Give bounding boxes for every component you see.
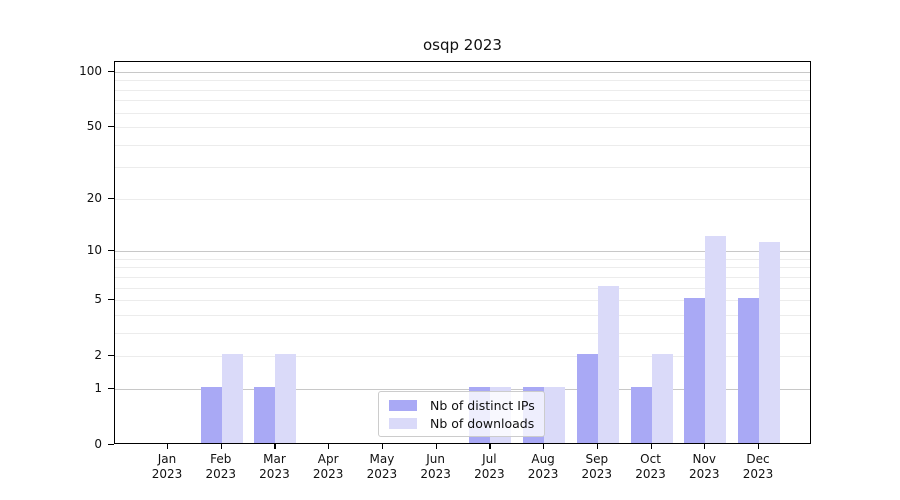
y-tick-mark (108, 126, 114, 128)
bar-downloads (705, 235, 727, 443)
y-tick-mark (108, 250, 114, 252)
gridline-minor (115, 287, 810, 289)
gridline-minor (115, 112, 810, 114)
bar-distinct-ips (684, 298, 706, 443)
legend: Nb of distinct IPs Nb of downloads (378, 391, 545, 437)
x-tick-label: Oct 2023 (635, 452, 666, 481)
gridline-major (115, 388, 810, 390)
bar-downloads (275, 354, 297, 443)
y-tick-label: 50 (86, 119, 102, 134)
x-tick-label: Apr 2023 (312, 452, 344, 481)
x-tick-mark (543, 444, 545, 449)
x-tick-mark (435, 444, 437, 449)
legend-swatch (389, 399, 417, 411)
gridline-minor (115, 167, 810, 169)
y-tick-label: 10 (86, 243, 102, 258)
y-tick-mark (108, 355, 114, 357)
bar-downloads (758, 242, 780, 443)
x-tick-mark (650, 444, 652, 449)
gridline-minor (115, 127, 810, 129)
x-tick-mark (489, 444, 491, 449)
gridline-minor (115, 314, 810, 316)
y-tick-label: 0 (94, 437, 102, 451)
bar-downloads (544, 386, 566, 443)
bar-distinct-ips (630, 386, 652, 443)
gridline-minor (115, 144, 810, 146)
x-tick-label: Mar 2023 (259, 452, 290, 481)
x-tick-label: Jan 2023 (151, 452, 183, 481)
x-tick-label: Feb 2023 (205, 452, 236, 481)
y-tick-mark (108, 197, 114, 200)
y-tick-mark (108, 444, 114, 446)
y-tick-label: 5 (94, 292, 102, 307)
x-tick-mark (167, 444, 169, 449)
y-tick-mark (108, 299, 114, 301)
x-tick-label: Jun 2023 (420, 452, 451, 481)
bar-distinct-ips (737, 298, 759, 443)
gridline-minor (115, 300, 810, 302)
bar-distinct-ips (576, 354, 598, 443)
y-tick-mark (108, 71, 114, 73)
gridline-minor (115, 89, 810, 91)
gridline-minor (115, 100, 810, 102)
bar-downloads (221, 354, 243, 443)
legend-label: Nb of distinct IPs (430, 397, 535, 413)
chart-title: osqp 2023 (423, 36, 502, 54)
bar-downloads (651, 354, 673, 443)
gridline-major (115, 72, 810, 73)
gridline-minor (115, 267, 810, 269)
legend-row: Nb of distinct IPs (389, 397, 544, 413)
gridline-minor (115, 80, 810, 82)
bar-distinct-ips (200, 386, 222, 443)
gridline-minor (115, 258, 810, 260)
y-tick-label: 2 (94, 348, 102, 363)
y-tick-mark (108, 387, 114, 390)
y-tick-label: 1 (94, 380, 102, 395)
x-tick-label: Aug 2023 (527, 452, 559, 481)
x-tick-mark (274, 444, 276, 449)
x-tick-mark (328, 444, 330, 449)
gridline-minor (115, 198, 810, 200)
x-tick-label: Sep 2023 (581, 452, 613, 481)
x-tick-label: Nov 2023 (688, 452, 720, 481)
x-tick-mark (381, 444, 384, 449)
x-tick-mark (704, 444, 706, 449)
x-tick-label: May 2023 (366, 452, 398, 481)
legend-label: Nb of downloads (430, 415, 535, 431)
gridline-minor (115, 276, 810, 278)
bar-downloads (597, 285, 619, 443)
legend-row: Nb of downloads (389, 415, 544, 431)
x-tick-mark (596, 444, 598, 449)
y-tick-label: 20 (86, 190, 102, 205)
gridline-major (115, 251, 810, 253)
x-tick-mark (220, 444, 222, 449)
legend-swatch (389, 417, 417, 429)
gridline-minor (115, 332, 810, 334)
y-tick-label: 100 (79, 64, 102, 78)
x-tick-label: Jul 2023 (474, 452, 505, 481)
plot-area (114, 61, 811, 444)
x-tick-mark (757, 444, 760, 449)
bar-distinct-ips (254, 386, 276, 443)
gridline-minor (115, 356, 810, 358)
x-tick-label: Dec 2023 (742, 452, 774, 481)
